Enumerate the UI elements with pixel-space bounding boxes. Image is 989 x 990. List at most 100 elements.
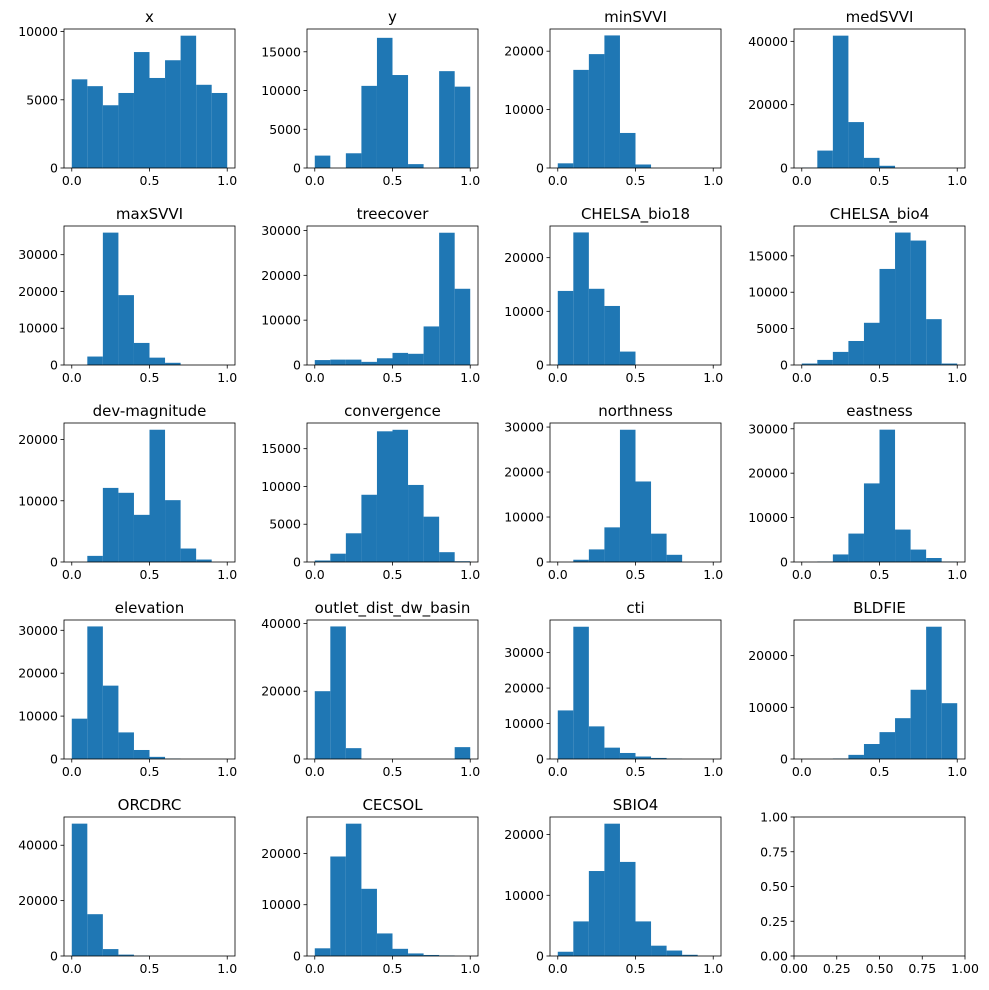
axes-frame bbox=[793, 816, 966, 957]
y-tick-label: 0 bbox=[293, 358, 301, 373]
y-tick-label: 10000 bbox=[261, 313, 301, 328]
y-tick-label: 40000 bbox=[748, 34, 788, 49]
bar bbox=[832, 351, 849, 365]
x-tick-label: 0.0 bbox=[548, 173, 568, 188]
bar bbox=[165, 362, 181, 365]
subplot-title: y bbox=[388, 8, 397, 26]
bar bbox=[211, 92, 228, 168]
bar bbox=[604, 35, 620, 168]
y-tick-label: 15000 bbox=[261, 441, 301, 456]
bar bbox=[848, 122, 864, 168]
bar bbox=[588, 288, 605, 365]
bar bbox=[439, 71, 455, 168]
y-tick-label: 10000 bbox=[18, 321, 58, 336]
bar bbox=[926, 626, 942, 759]
y-tick-label: 10000 bbox=[504, 510, 544, 525]
y-tick-label: 15000 bbox=[261, 44, 301, 59]
x-tick-label: 1.0 bbox=[460, 370, 480, 385]
y-tick-label: 20000 bbox=[18, 893, 58, 908]
y-tick-label: 5000 bbox=[756, 321, 788, 336]
subplot-title: cti bbox=[626, 599, 644, 617]
bar bbox=[619, 351, 636, 365]
bar bbox=[848, 340, 864, 365]
y-tick-label: 0.25 bbox=[760, 914, 788, 929]
y-tick-label: 20000 bbox=[18, 284, 58, 299]
x-tick-label: 0.00 bbox=[780, 961, 808, 976]
bar bbox=[408, 353, 424, 365]
y-tick-label: 10000 bbox=[504, 888, 544, 903]
y-tick-label: 20000 bbox=[504, 827, 544, 842]
bar bbox=[557, 710, 574, 759]
y-tick-label: 20000 bbox=[18, 432, 58, 447]
bar bbox=[619, 861, 636, 956]
bar bbox=[848, 533, 864, 562]
bar bbox=[330, 626, 346, 759]
x-tick-label: 0.5 bbox=[140, 173, 160, 188]
bar bbox=[330, 553, 346, 562]
x-tick-label: 0.0 bbox=[305, 173, 325, 188]
x-tick-label: 0.5 bbox=[383, 567, 403, 582]
y-tick-label: 20000 bbox=[18, 666, 58, 681]
x-tick-label: 0.0 bbox=[62, 764, 82, 779]
bar bbox=[454, 288, 471, 365]
bar bbox=[314, 948, 331, 956]
y-tick-label: 0 bbox=[536, 161, 544, 176]
bar bbox=[133, 749, 150, 759]
y-tick-label: 10000 bbox=[261, 83, 301, 98]
bar bbox=[149, 77, 166, 168]
y-tick-label: 0.50 bbox=[760, 879, 788, 894]
y-tick-label: 10000 bbox=[504, 102, 544, 117]
bar bbox=[941, 363, 958, 365]
bar bbox=[588, 54, 605, 168]
bar bbox=[454, 747, 471, 759]
bar bbox=[165, 500, 181, 562]
y-tick-label: 5000 bbox=[269, 517, 301, 532]
x-tick-label: 1.0 bbox=[703, 961, 723, 976]
bar bbox=[314, 360, 331, 365]
y-tick-label: 0 bbox=[293, 555, 301, 570]
y-tick-label: 20000 bbox=[748, 648, 788, 663]
bar bbox=[180, 35, 197, 168]
subplot-title: ORCDRC bbox=[118, 796, 182, 814]
x-tick-label: 1.0 bbox=[217, 567, 237, 582]
x-tick-label: 0.5 bbox=[383, 370, 403, 385]
bar bbox=[910, 689, 927, 759]
subplot-title: eastness bbox=[846, 402, 913, 420]
bar bbox=[87, 86, 103, 168]
bar bbox=[165, 60, 181, 168]
bar bbox=[330, 856, 346, 956]
bar bbox=[376, 431, 393, 562]
x-tick-label: 1.0 bbox=[217, 764, 237, 779]
bar bbox=[118, 732, 134, 759]
x-tick-label: 1.0 bbox=[947, 567, 967, 582]
bar bbox=[118, 295, 134, 365]
y-tick-label: 20000 bbox=[504, 44, 544, 59]
x-tick-label: 0.0 bbox=[548, 567, 568, 582]
x-tick-label: 1.0 bbox=[947, 764, 967, 779]
bar bbox=[408, 953, 424, 956]
bar bbox=[557, 951, 574, 956]
y-tick-label: 0 bbox=[293, 752, 301, 767]
bar bbox=[314, 560, 331, 562]
bar bbox=[439, 552, 455, 562]
y-tick-label: 15000 bbox=[748, 248, 788, 263]
bar bbox=[361, 888, 377, 956]
bar bbox=[619, 752, 636, 759]
bar bbox=[71, 823, 88, 956]
x-tick-label: 0.0 bbox=[62, 370, 82, 385]
y-tick-label: 30000 bbox=[18, 247, 58, 262]
x-tick-label: 0.0 bbox=[62, 961, 82, 976]
bar bbox=[651, 757, 667, 759]
y-tick-label: 20000 bbox=[261, 846, 301, 861]
x-tick-label: 0.5 bbox=[626, 961, 646, 976]
bar bbox=[573, 921, 589, 956]
subplot-title: treecover bbox=[357, 205, 430, 223]
y-tick-label: 10000 bbox=[18, 493, 58, 508]
y-tick-label: 20000 bbox=[748, 466, 788, 481]
bar bbox=[118, 954, 134, 956]
y-tick-label: 0 bbox=[293, 949, 301, 964]
subplot-title: northness bbox=[598, 402, 673, 420]
x-tick-label: 1.0 bbox=[217, 961, 237, 976]
x-tick-label: 0.5 bbox=[870, 173, 890, 188]
y-tick-label: 0 bbox=[50, 555, 58, 570]
